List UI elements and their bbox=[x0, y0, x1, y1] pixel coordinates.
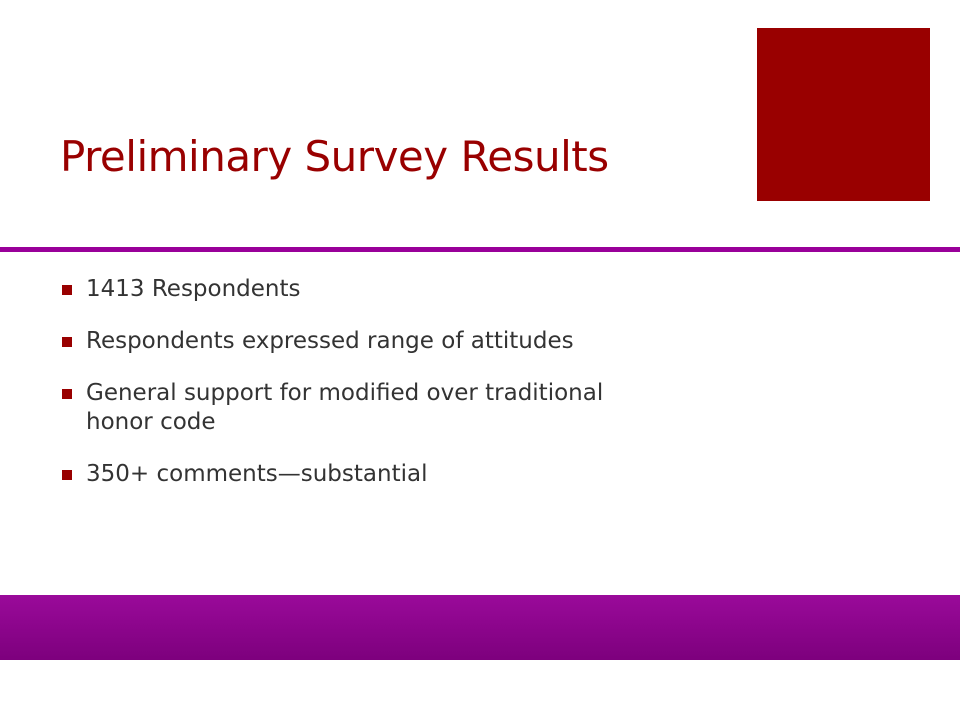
bullet: 350+ comments—substantial bbox=[60, 460, 620, 489]
bullet: Respondents expressed range of attitudes bbox=[60, 327, 620, 356]
slide-title: Preliminary Survey Results bbox=[60, 132, 609, 181]
divider bbox=[0, 247, 960, 252]
footer-band bbox=[0, 595, 960, 660]
bullet-list: 1413 Respondents Respondents expressed ra… bbox=[60, 275, 620, 512]
accent-square bbox=[757, 28, 930, 201]
bullet: General support for modified over tradit… bbox=[60, 379, 620, 437]
bullet: 1413 Respondents bbox=[60, 275, 620, 304]
